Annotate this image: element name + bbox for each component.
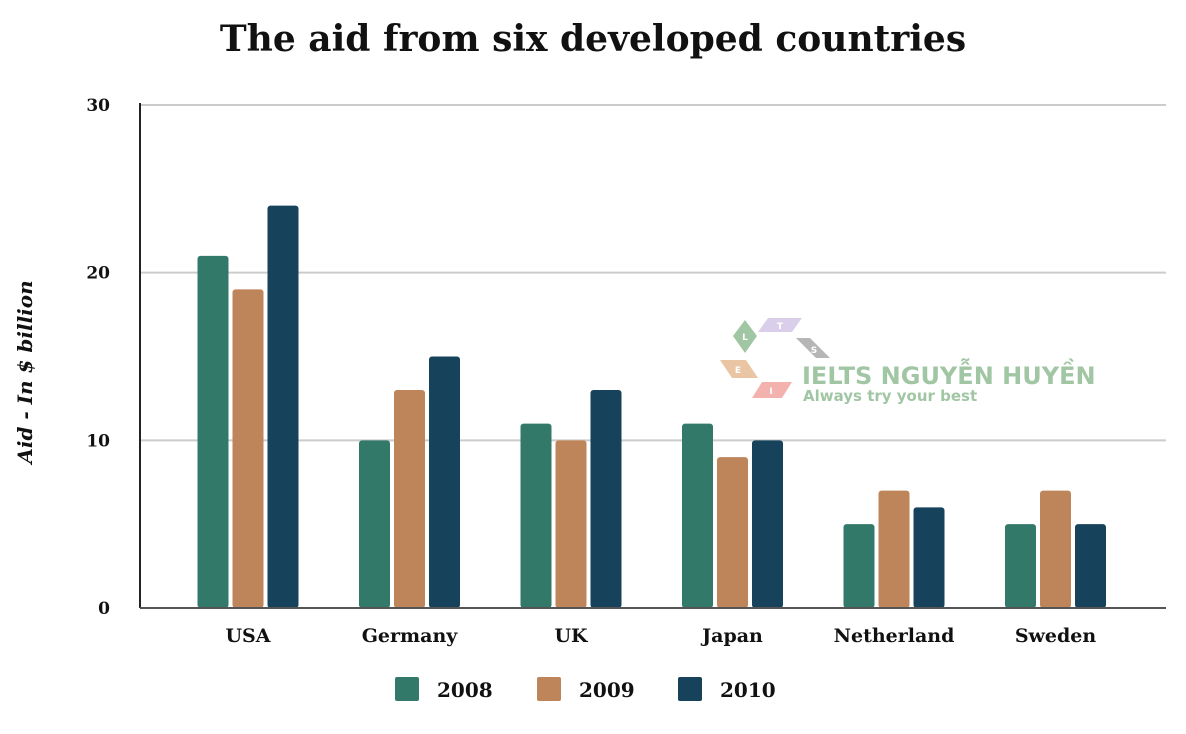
bar-uk-2010: [590, 390, 622, 608]
x-tick-label: UK: [554, 625, 589, 647]
bar-japan-2010: [752, 440, 783, 608]
bar-usa-2010: [267, 205, 299, 608]
x-tick-label: Germany: [362, 625, 459, 647]
watermark-title: IELTS NGUYỄN HUYỀN: [802, 357, 1096, 390]
y-axis-label: Aid - In $ billion: [13, 280, 37, 465]
bar-sweden-2010: [1075, 524, 1106, 608]
bar-sweden-2008: [1005, 524, 1036, 608]
x-tick-label: Netherland: [834, 625, 955, 647]
watermark-shape-i: [752, 382, 792, 398]
watermark-shape-t: [758, 318, 802, 332]
legend-label: 2009: [579, 678, 635, 702]
legend-label: 2010: [720, 678, 776, 702]
bar-usa-2008: [197, 255, 229, 608]
bar-japan-2008: [682, 423, 713, 608]
watermark-shape-l: [733, 320, 757, 353]
watermark-subtitle: Always try your best: [803, 387, 977, 405]
bar-germany-2009: [394, 390, 425, 608]
legend-swatch: [537, 677, 561, 701]
y-tick-label: 10: [86, 431, 110, 451]
watermark-letter: E: [735, 366, 741, 376]
bar-netherland-2008: [843, 524, 875, 608]
x-tick-label: Japan: [700, 625, 763, 647]
bar-uk-2009: [555, 440, 587, 608]
x-tick-label: USA: [225, 625, 270, 647]
legend-swatch: [395, 677, 419, 701]
bar-sweden-2009: [1040, 490, 1071, 608]
bar-uk-2008: [520, 423, 552, 608]
y-tick-label: 20: [86, 264, 110, 284]
y-tick-label: 0: [98, 599, 110, 619]
bar-germany-2010: [429, 356, 460, 608]
legend-item-2008[interactable]: 2008: [395, 677, 493, 702]
x-tick-label: Sweden: [1015, 625, 1097, 647]
chart-title: The aid from six developed countries: [219, 18, 967, 60]
bars: [197, 205, 1106, 608]
legend-label: 2008: [437, 678, 493, 702]
x-axis-categories: USA Germany UK Japan Netherland Sweden: [225, 625, 1096, 647]
watermark-letter: L: [742, 333, 748, 343]
watermark-shape-e: [720, 360, 758, 378]
legend-swatch: [678, 677, 702, 701]
legend-item-2009[interactable]: 2009: [537, 677, 635, 702]
watermark-letter: S: [811, 346, 817, 356]
bar-japan-2009: [717, 457, 748, 608]
bar-germany-2008: [359, 440, 390, 608]
watermark-letter: I: [769, 387, 772, 397]
legend-item-2010[interactable]: 2010: [678, 677, 776, 702]
watermark-logo: L T S E I IELTS NGUYỄN HUYỀN Always try …: [720, 318, 1096, 405]
legend: 2008 2009 2010: [395, 677, 776, 702]
y-axis-ticks: 0 10 20 30: [86, 96, 110, 619]
watermark-shape-s: [796, 338, 830, 358]
bar-netherland-2010: [913, 507, 945, 608]
bar-usa-2009: [232, 289, 264, 608]
grid-lines: [140, 104, 1166, 442]
watermark-letter: T: [777, 322, 784, 332]
y-tick-label: 30: [86, 96, 110, 116]
bar-netherland-2009: [878, 490, 910, 608]
